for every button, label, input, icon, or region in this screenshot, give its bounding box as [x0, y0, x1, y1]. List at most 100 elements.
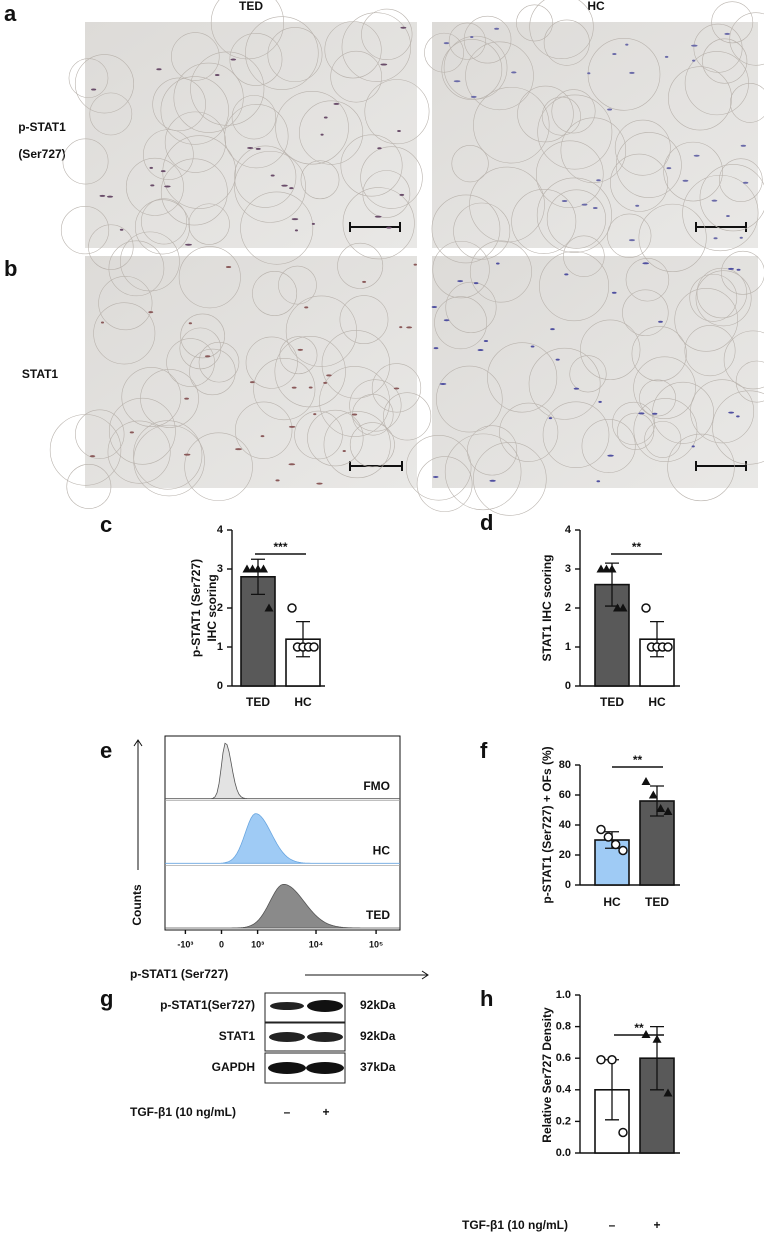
data-point — [656, 804, 666, 812]
histogram — [165, 813, 400, 864]
cell-outline — [542, 401, 610, 469]
cell-outline — [499, 402, 559, 462]
cell-outline — [720, 250, 764, 295]
nucleus — [377, 147, 382, 150]
cell-outline — [125, 157, 184, 216]
cell-outline — [121, 367, 182, 427]
cell-outline — [469, 240, 532, 303]
nucleus — [690, 44, 698, 47]
cell-outline — [432, 240, 490, 299]
cell-outline — [541, 96, 581, 136]
cell-outline — [164, 111, 226, 173]
nucleus — [607, 454, 614, 457]
cell-outline — [340, 134, 403, 197]
nucleus — [316, 482, 323, 485]
nucleus — [628, 239, 636, 242]
panel-letter: a — [4, 1, 17, 26]
cell-outline — [330, 50, 382, 103]
y-axis-label: STAT1 IHC scoring — [540, 555, 554, 662]
nucleus — [184, 397, 189, 400]
significance: ** — [634, 1021, 644, 1035]
cell-outline — [337, 242, 384, 289]
cell-outline — [184, 432, 253, 501]
nucleus — [564, 273, 569, 276]
nucleus — [281, 184, 288, 187]
cell-outline — [587, 38, 661, 111]
nucleus — [150, 184, 155, 187]
x-tick-label: -10³ — [177, 939, 193, 949]
nucleus — [291, 218, 299, 221]
significance: *** — [273, 540, 287, 554]
nucleus — [399, 326, 403, 329]
cell-outline — [253, 358, 316, 421]
treatment-label: TGF-β1 (10 ng/mL) — [130, 1105, 236, 1119]
y-tick-label: 20 — [559, 849, 571, 861]
cell-outline — [88, 224, 134, 270]
cell-outline — [693, 23, 743, 73]
nucleus — [598, 400, 602, 403]
cell-outline — [617, 412, 655, 450]
arrow — [305, 970, 429, 980]
nucleus — [489, 479, 496, 482]
nucleus — [323, 381, 328, 384]
nucleus — [393, 387, 400, 390]
cell-outline — [160, 76, 229, 145]
treatment-label: TGF-β1 (10 ng/mL) — [462, 1218, 568, 1232]
nucleus — [297, 348, 304, 351]
nucleus — [742, 181, 749, 184]
data-point — [309, 642, 319, 652]
cell-outline — [166, 338, 215, 387]
y-tick-label: 2 — [565, 602, 571, 614]
cell-outline — [267, 27, 323, 83]
x-tick-label: + — [653, 1218, 660, 1232]
nucleus — [91, 88, 97, 91]
cell-outline — [473, 442, 547, 516]
cell-outline — [560, 117, 627, 183]
cell-outline — [467, 425, 518, 476]
data-point — [287, 603, 297, 613]
cell-outline — [537, 94, 613, 170]
row-label: (Ser727) — [18, 147, 65, 161]
cell-outline — [463, 15, 512, 64]
y-tick-label: 0.8 — [556, 1021, 571, 1033]
nucleus — [470, 95, 477, 98]
cell-outline — [723, 330, 764, 390]
cell-outline — [652, 381, 714, 444]
series-label: HC — [373, 844, 391, 858]
cell-outline — [569, 355, 607, 393]
cell-outline — [349, 379, 402, 432]
nucleus — [291, 386, 297, 389]
nucleus — [333, 102, 340, 105]
nucleus — [596, 179, 601, 182]
cell-outline — [445, 281, 497, 333]
histogram — [165, 742, 400, 800]
blot-label: p-STAT1(Ser727) — [160, 998, 255, 1012]
nucleus — [596, 480, 601, 483]
cell-outline — [141, 198, 188, 245]
cell-outline — [614, 119, 671, 176]
cell-outline — [434, 296, 488, 350]
data-point — [641, 777, 651, 785]
y-tick-label: 80 — [559, 759, 571, 771]
cell-outline — [342, 187, 415, 260]
cell-outline — [735, 360, 764, 403]
cell-outline — [140, 369, 199, 428]
cell-outline — [229, 33, 283, 86]
cell-outline — [444, 433, 522, 511]
nucleus — [413, 263, 417, 266]
nucleus — [691, 445, 695, 448]
nucleus — [625, 43, 629, 46]
nucleus — [249, 381, 255, 384]
nucleus — [664, 55, 669, 58]
data-point — [610, 839, 621, 850]
band — [269, 1032, 305, 1042]
cell-outline — [279, 336, 318, 375]
nucleus — [453, 80, 461, 83]
nucleus — [581, 203, 588, 206]
nucleus — [433, 347, 439, 350]
cell-outline — [93, 302, 156, 365]
cell-outline — [274, 336, 346, 408]
nucleus — [652, 412, 658, 415]
nucleus — [188, 322, 193, 325]
nucleus — [380, 63, 388, 66]
